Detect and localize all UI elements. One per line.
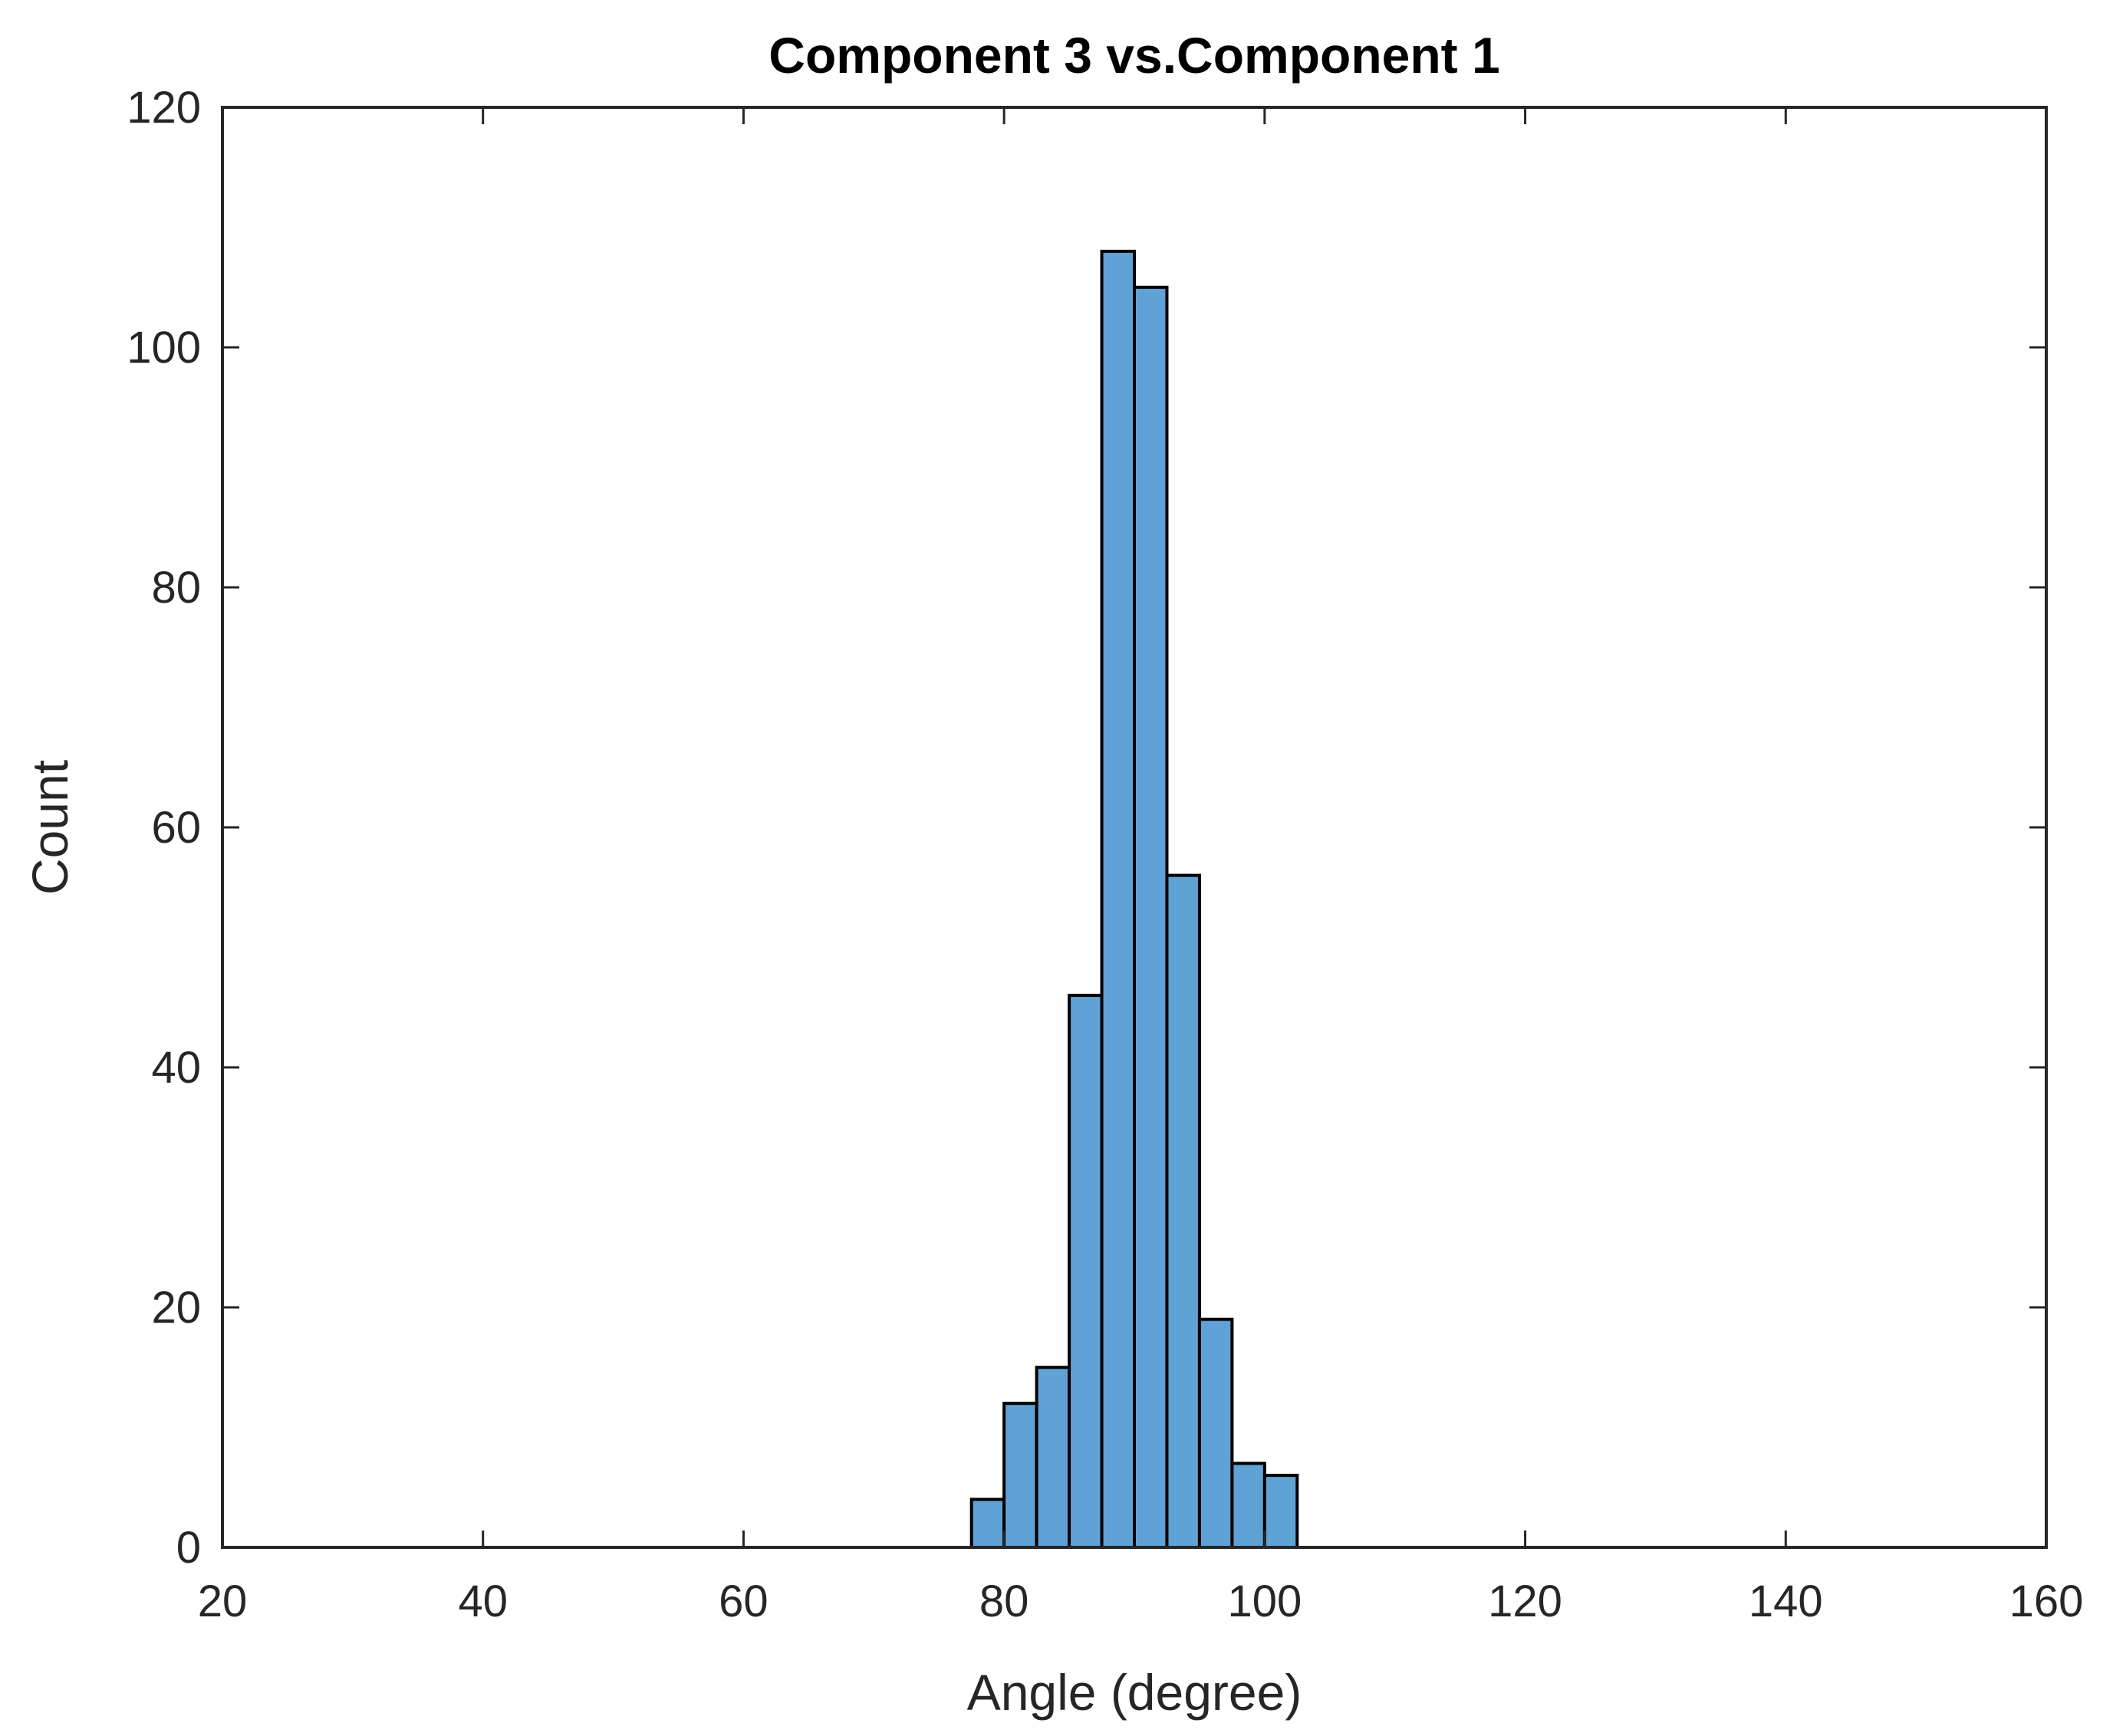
histogram-bar	[1165, 873, 1201, 1549]
x-tick-label: 80	[979, 1577, 1029, 1626]
x-tick-label: 140	[1749, 1577, 1823, 1626]
x-tick-label: 160	[2009, 1577, 2084, 1626]
histogram-bar	[1068, 994, 1104, 1549]
histogram-bar	[1035, 1366, 1071, 1549]
x-tick-labels: 20 40 60 80 100 120 140 160	[198, 1577, 2084, 1626]
y-tick-label: 60	[151, 803, 201, 853]
y-tick-label: 120	[127, 83, 201, 133]
y-tick-labels: 0 20 40 60 80 100 120	[127, 83, 201, 1573]
x-axis-label: Angle (degree)	[967, 1664, 1302, 1721]
histogram-bar	[1100, 249, 1137, 1549]
x-tick-label: 60	[719, 1577, 769, 1626]
histogram-bar	[1262, 1474, 1299, 1549]
histogram-bar	[1133, 285, 1169, 1549]
chart-title: Component 3 vs.Component 1	[769, 27, 1499, 84]
x-tick-label: 120	[1488, 1577, 1562, 1626]
y-tick-label: 100	[127, 323, 201, 373]
histogram-bar	[969, 1498, 1006, 1550]
x-tick-label: 20	[198, 1577, 248, 1626]
x-tick-label: 40	[458, 1577, 508, 1626]
y-tick-label: 0	[176, 1523, 201, 1573]
y-tick-label: 40	[151, 1043, 201, 1093]
y-tick-label: 80	[151, 563, 201, 613]
histogram-bar	[1002, 1402, 1038, 1549]
axes-box	[221, 106, 2048, 1549]
x-tick-label: 100	[1227, 1577, 1302, 1626]
histogram-bar	[1230, 1461, 1266, 1549]
y-tick-label: 20	[151, 1283, 201, 1333]
y-axis-label: Count	[21, 760, 78, 895]
histogram-bar	[1197, 1317, 1234, 1550]
